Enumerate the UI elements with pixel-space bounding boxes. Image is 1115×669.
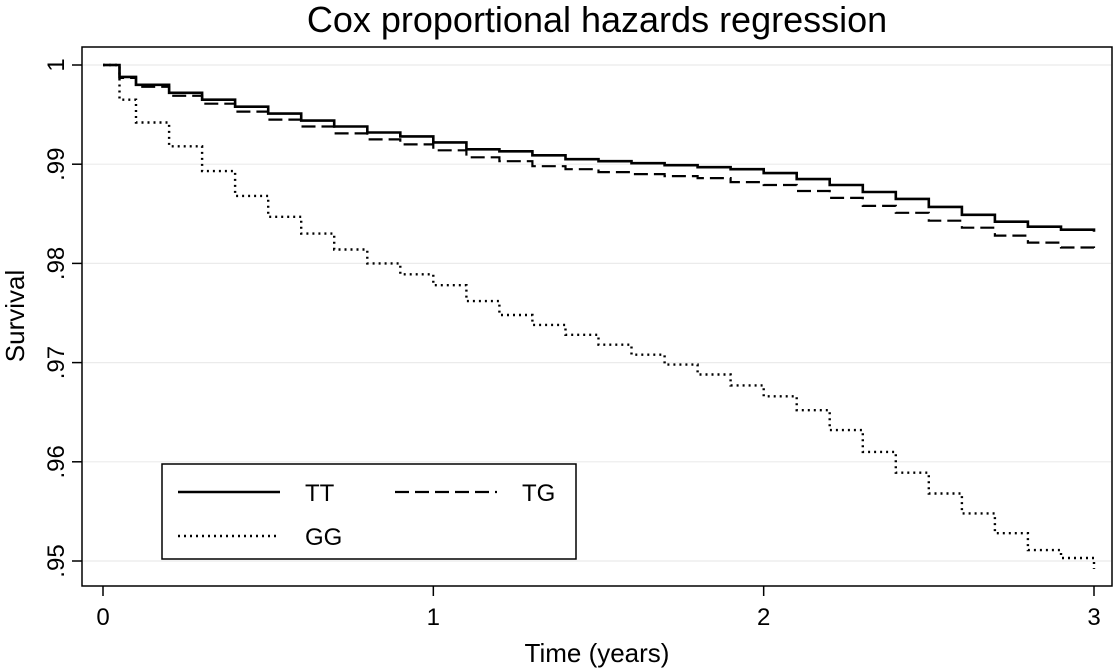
y-tick-label: .97 xyxy=(43,346,70,379)
legend-items: TT TG GG xyxy=(178,480,555,551)
legend-label-tg: TG xyxy=(522,480,555,507)
legend: TT TG GG xyxy=(161,463,577,560)
y-tick-label: 1 xyxy=(43,58,70,71)
chart-title: Cox proportional hazards regression xyxy=(307,0,887,40)
y-axis-ticks: 1 .99 .98 .97 .96 .95 xyxy=(43,58,82,578)
series-lines xyxy=(103,63,1096,569)
series-line-tg xyxy=(103,63,1096,252)
x-tick-label: 2 xyxy=(757,604,770,631)
x-axis-ticks: 0 1 2 3 xyxy=(96,586,1101,631)
x-axis-label: Time (years) xyxy=(525,638,670,668)
plot-frame xyxy=(81,46,1113,587)
y-axis-label: Survival xyxy=(0,270,30,362)
legend-label-tt: TT xyxy=(305,480,335,507)
legend-box xyxy=(161,463,577,560)
y-tick-label: .98 xyxy=(43,247,70,280)
x-tick-label: 0 xyxy=(96,604,109,631)
series-line-tt xyxy=(103,63,1096,232)
grid-lines xyxy=(83,64,1111,562)
y-tick-label: .99 xyxy=(43,148,70,181)
x-tick-label: 1 xyxy=(427,604,440,631)
x-tick-label: 3 xyxy=(1087,604,1100,631)
y-tick-label: .95 xyxy=(43,544,70,577)
y-tick-label: .96 xyxy=(43,445,70,478)
legend-label-gg: GG xyxy=(305,524,342,551)
